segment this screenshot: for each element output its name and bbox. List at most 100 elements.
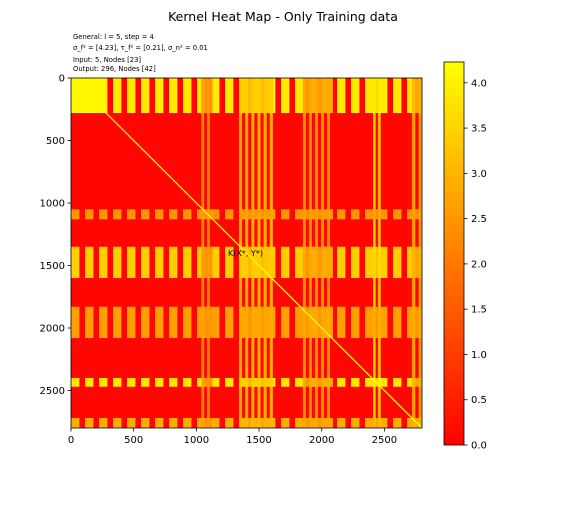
band-cell (141, 418, 150, 428)
x-tick-label: 1000 (184, 435, 209, 446)
band-cell (225, 306, 234, 338)
band-cell (337, 418, 346, 428)
band-cell (85, 306, 94, 338)
band-cell (337, 306, 346, 338)
band-cell (183, 78, 192, 113)
plot-frame (70, 77, 423, 429)
band-cell (379, 306, 388, 338)
band-intersection (373, 78, 381, 113)
band-cell (407, 418, 416, 428)
colorbar-tick-label: 1.5 (471, 305, 487, 316)
band-cell (71, 209, 80, 220)
band-cell (141, 246, 150, 278)
band-cell (379, 378, 388, 387)
band-cell (197, 306, 206, 338)
band-cell (99, 378, 108, 387)
band-cell (337, 378, 346, 387)
band-cell (295, 246, 304, 278)
band-cell (169, 246, 178, 278)
band-cell (183, 306, 192, 338)
band-cell (365, 246, 374, 278)
chart-title: Kernel Heat Map - Only Training data (168, 9, 398, 24)
band-cell (225, 246, 234, 278)
band-cell (225, 418, 234, 428)
band-cell (127, 378, 136, 387)
colorbar-tick-label: 2.5 (471, 214, 487, 225)
band-intersection (302, 306, 333, 338)
band-cell (407, 78, 416, 113)
band-intersection (201, 246, 213, 278)
band-cell (337, 209, 346, 220)
band-cell (211, 378, 220, 387)
x-tick-label: 2000 (309, 435, 334, 446)
band-intersection (238, 78, 273, 113)
band-intersection (201, 306, 213, 338)
band-cell (183, 209, 192, 220)
band-intersection (302, 378, 333, 387)
band-intersection (302, 418, 333, 428)
band-cell (141, 378, 150, 387)
band-cell (295, 209, 304, 220)
band-cell (407, 306, 416, 338)
heatmap-plot-area (71, 78, 422, 428)
band-intersection (302, 246, 333, 278)
band-cell (407, 378, 416, 387)
band-cell (99, 306, 108, 338)
band-cell (155, 78, 164, 113)
band-intersection (238, 209, 273, 220)
band-cell (155, 246, 164, 278)
band-cell (141, 78, 150, 113)
band-cell (379, 246, 388, 278)
band-cell (407, 209, 416, 220)
band-cell (197, 418, 206, 428)
colorbar-tick-label: 0.5 (471, 395, 487, 406)
band-cell (113, 378, 122, 387)
band-cell (351, 246, 360, 278)
band-cell (127, 78, 136, 113)
band-intersection (238, 306, 273, 338)
band-cell (183, 418, 192, 428)
y-axis: 0 500 1000 1500 2000 2500 (40, 74, 71, 397)
band-intersection (411, 378, 422, 387)
band-intersection (373, 209, 381, 220)
band-cell (393, 78, 402, 113)
x-tick-label: 2500 (372, 435, 397, 446)
info-line-4: Output: 296, Nodes [42] (73, 65, 156, 73)
x-tick-label: 0 (68, 435, 74, 446)
band-cell (379, 209, 388, 220)
band-cell (295, 306, 304, 338)
band-cell (71, 418, 80, 428)
band-cell (211, 78, 220, 113)
y-tick-label: 1500 (40, 261, 65, 272)
band-cell (141, 306, 150, 338)
band-cell (365, 306, 374, 338)
band-cell (393, 418, 402, 428)
band-intersection (373, 246, 381, 278)
band-cell (183, 378, 192, 387)
info-line-3: Input: 5, Nodes [23] (73, 56, 141, 64)
y-tick-label: 2500 (40, 386, 65, 397)
band-cell (85, 378, 94, 387)
colorbar-axis: 0.0 0.5 1.0 1.5 2.0 2.5 3.0 3.5 4.0 (464, 78, 487, 452)
band-cell (127, 306, 136, 338)
band-cell (351, 209, 360, 220)
band-cell (99, 418, 108, 428)
band-cell (113, 306, 122, 338)
info-line-1: General: l = 5, step = 4 (73, 33, 154, 41)
band-cell (155, 378, 164, 387)
x-tick-label: 500 (124, 435, 143, 446)
info-line-2: σ_f² = [4.23], τ_f² = [0.21], σ_n² = 0.0… (73, 44, 208, 52)
band-cell (113, 209, 122, 220)
band-cell (407, 246, 416, 278)
band-cell (169, 418, 178, 428)
band-cell (225, 378, 234, 387)
band-cell (155, 306, 164, 338)
band-cell (141, 209, 150, 220)
band-cell (337, 246, 346, 278)
band-cell (295, 378, 304, 387)
y-tick-label: 2000 (40, 324, 65, 335)
y-tick-label: 1000 (40, 199, 65, 210)
band-cell (351, 418, 360, 428)
band-cell (393, 306, 402, 338)
band-cell (71, 306, 80, 338)
